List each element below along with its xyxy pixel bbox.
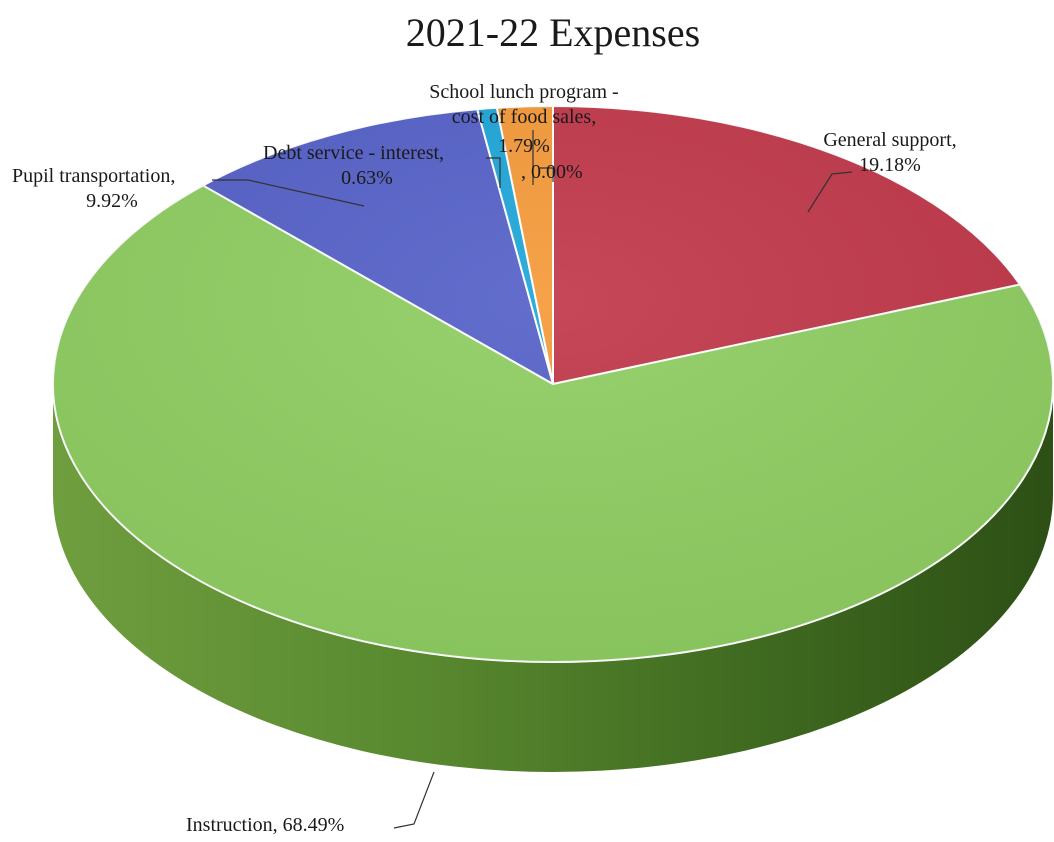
label-zero-slice: , 0.00% bbox=[521, 161, 583, 183]
side-wall-instruction bbox=[53, 384, 1053, 772]
slice-labels: General support, 19.18% Instruction, 68.… bbox=[12, 81, 957, 836]
leader-lines bbox=[212, 130, 853, 829]
value-school-lunch: 1.79% bbox=[498, 135, 550, 157]
value-pupil-transportation: 9.92% bbox=[86, 190, 138, 212]
value-general-support: 19.18% bbox=[859, 154, 921, 176]
label-instruction: Instruction, 68.49% bbox=[186, 814, 344, 836]
leader-line-zero-slice bbox=[540, 167, 554, 182]
value-instruction: 68.49% bbox=[283, 814, 345, 836]
leader-line-pupil-transportation bbox=[212, 179, 365, 207]
label-pupil-transportation-name: Pupil transportation bbox=[12, 165, 170, 187]
value-debt-service-interest: 0.63% bbox=[341, 167, 393, 189]
label-general-support: General support, bbox=[823, 129, 956, 151]
label-pupil-transportation: Pupil transportation, bbox=[12, 165, 175, 187]
label-debt-service-interest-name: Debt service - interest bbox=[263, 142, 439, 164]
label-debt-service-interest: Debt service - interest, bbox=[263, 142, 444, 164]
label-school-lunch-line2: cost of food sales, bbox=[452, 106, 596, 128]
label-general-support-name: General support bbox=[823, 129, 952, 151]
label-instruction-name: Instruction bbox=[186, 814, 273, 836]
leader-line-instruction bbox=[393, 771, 435, 829]
pie-slices bbox=[52, 105, 1054, 663]
label-school-lunch-line1: School lunch program - bbox=[429, 81, 618, 103]
chart-title: 2021-22 Expenses bbox=[406, 10, 700, 55]
leader-line-debt-service-interest bbox=[486, 157, 501, 188]
leader-line-general-support bbox=[807, 171, 853, 213]
value-zero-slice: 0.00% bbox=[531, 161, 583, 183]
pie-side-wall bbox=[53, 384, 1053, 772]
